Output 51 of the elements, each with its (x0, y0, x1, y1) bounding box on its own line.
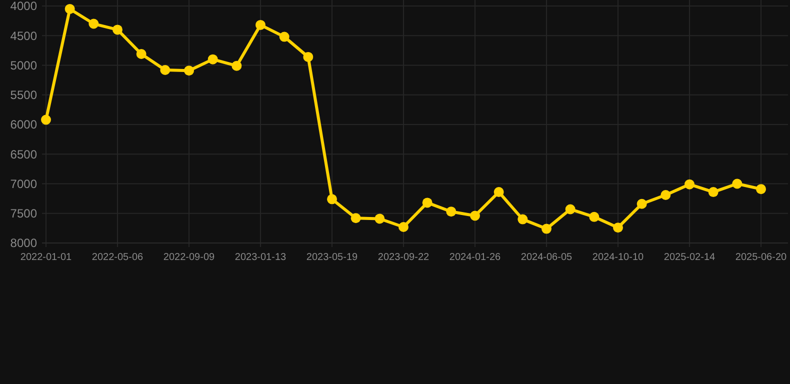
y-tick-label: 7000 (10, 176, 38, 191)
point (518, 214, 528, 224)
point (589, 212, 600, 222)
point (136, 48, 146, 59)
y-tick-label: 4000 (10, 0, 38, 14)
point (756, 184, 766, 194)
x-tick-label: 2024-01-26 (449, 252, 502, 263)
point (660, 190, 671, 200)
x-tick-label: 2023-09-22 (378, 252, 430, 263)
y-tick-label: 5500 (10, 88, 38, 102)
point (160, 64, 170, 75)
x-tick-label: 2025-02-14 (664, 252, 716, 263)
point (542, 224, 552, 234)
point (613, 222, 623, 233)
point (303, 52, 314, 62)
point (398, 222, 408, 232)
point (374, 214, 385, 224)
point (88, 18, 99, 29)
x-tick-label: 2024-06-05 (520, 252, 573, 263)
point (470, 210, 480, 221)
point (494, 187, 504, 198)
x-tick-label: 2024-10-10 (592, 252, 644, 263)
point (184, 66, 194, 76)
point (112, 24, 122, 35)
point (350, 213, 361, 224)
x-tick-label: 2022-01-01 (20, 252, 72, 263)
x-tick-label: 2022-09-09 (163, 252, 216, 263)
point (636, 198, 647, 209)
point (708, 187, 718, 198)
y-tick-label: 6000 (10, 118, 38, 132)
x-tick-label: 2022-05-06 (92, 252, 144, 263)
point (327, 194, 337, 204)
point (422, 198, 432, 208)
y-tick-label: 6500 (10, 147, 38, 162)
y-tick-label: 5000 (10, 58, 38, 72)
point (232, 60, 242, 71)
point (256, 20, 266, 30)
x-tick-label: 2023-01-13 (234, 252, 287, 263)
point (684, 179, 694, 190)
x-tick-label: 2023-05-19 (306, 252, 358, 263)
point (565, 204, 576, 214)
x-tick-label: 2025-06-20 (735, 252, 788, 263)
y-tick-label: 8000 (10, 236, 38, 250)
point (64, 4, 75, 14)
y-tick-label: 4500 (10, 28, 38, 43)
point (732, 178, 742, 189)
point (208, 54, 218, 64)
point (41, 114, 51, 125)
y-tick-label: 7500 (10, 206, 38, 221)
point (446, 206, 456, 217)
point (279, 32, 290, 42)
